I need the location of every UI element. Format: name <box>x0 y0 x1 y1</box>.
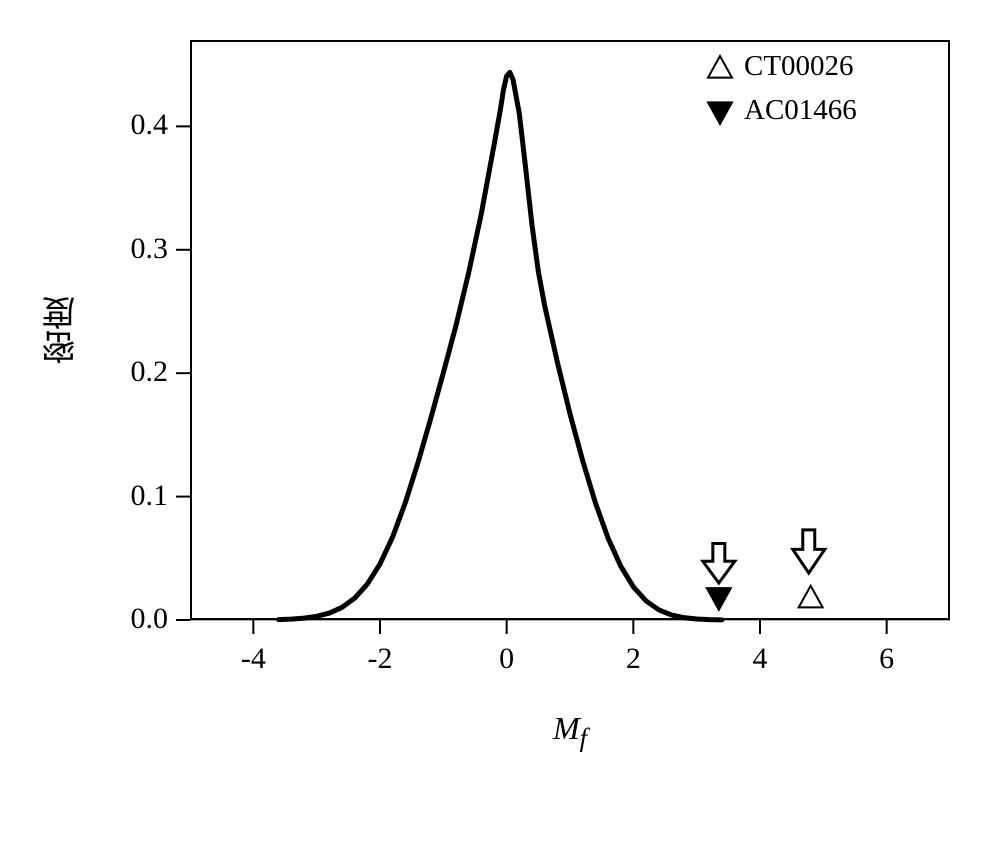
x-tick-label: -4 <box>213 642 293 676</box>
x-tick-label: -2 <box>340 642 420 676</box>
triangle-up-marker <box>799 586 823 608</box>
triangle-down-marker <box>707 588 731 610</box>
x-tick-label: 4 <box>720 642 800 676</box>
density-curve <box>279 72 722 620</box>
x-axis-label-sub: f <box>580 722 587 752</box>
x-tick-label: 0 <box>467 642 547 676</box>
legend-label: CT00026 <box>744 50 854 83</box>
y-tick-label: 0.0 <box>98 602 168 636</box>
y-tick-label: 0.2 <box>98 355 168 389</box>
pointer-arrow <box>793 530 825 573</box>
pointer-arrow <box>703 543 735 582</box>
x-tick-label: 6 <box>847 642 927 676</box>
y-axis-label-text: 密度 <box>44 296 81 364</box>
x-axis-label-M: M <box>553 710 580 746</box>
y-axis-label: 密度 <box>38 280 87 380</box>
triangle-up-marker <box>708 56 732 78</box>
y-tick-label: 0.1 <box>98 479 168 513</box>
x-tick-label: 2 <box>593 642 673 676</box>
y-tick-label: 0.3 <box>98 232 168 266</box>
y-tick-label: 0.4 <box>98 108 168 142</box>
triangle-down-marker <box>708 102 732 124</box>
legend-label: AC01466 <box>744 94 857 127</box>
x-axis-label: Mf <box>190 710 950 753</box>
